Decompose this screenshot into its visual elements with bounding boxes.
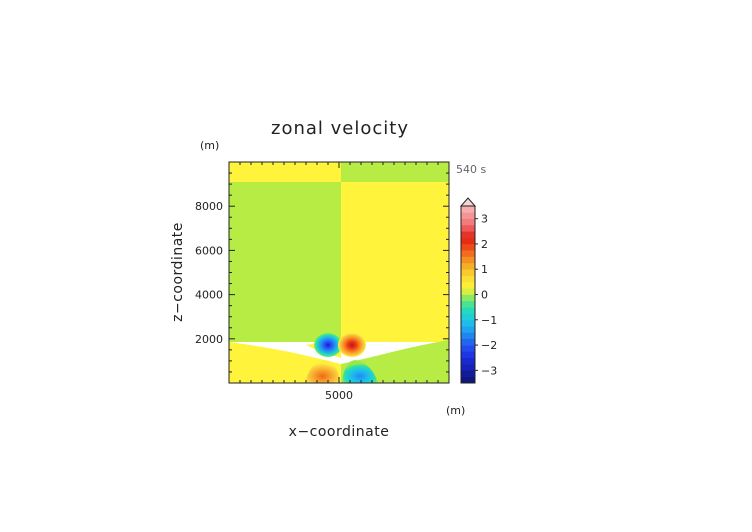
colorbar-tick-label: 1 [481,263,488,276]
colorbar-segment [461,326,475,333]
colorbar-segment [461,218,475,226]
time-label: 540 s [456,163,486,176]
colorbar-segment [461,262,475,270]
colorbar-segment [461,376,475,384]
y-unit-label: (m) [200,139,219,152]
colorbar-tick-label: 0 [481,289,488,302]
colorbar: 3 2 1 0 −1 −2 −3 [459,197,497,384]
region-right-column [341,182,449,342]
colorbar-segment [461,364,475,371]
colorbar-segment [461,224,475,232]
colorbar-segment [461,332,475,340]
positive-vortex [338,333,366,357]
positive-lobe-near-ground [305,360,340,383]
colorbar-segment [461,212,475,219]
colorbar-segment [461,294,475,302]
region-upper-right [341,162,449,182]
colorbar-segment [461,275,475,283]
y-tick-label: 4000 [195,289,223,302]
colorbar-segment [461,319,475,327]
colorbar-segment [461,307,475,314]
y-axis-label: z−coordinate [170,222,186,322]
negative-vortex [314,333,342,357]
colorbar-extend-arrow [459,197,477,207]
colorbar-tick-label: −1 [481,314,497,327]
colorbar-segment [461,313,475,321]
colorbar-segment [461,281,475,289]
colorbar-segment [461,237,475,245]
x-axis-label: x−coordinate [289,424,390,440]
y-tick-label: 6000 [195,244,223,257]
colorbar-segment [461,231,475,238]
colorbar-segment [461,250,475,257]
colorbar-tick-label: 2 [481,238,488,251]
region-upper-left [229,162,341,182]
colorbar-segment [461,345,475,352]
colorbar-segment [461,256,475,264]
colorbar-segment [461,370,475,377]
colorbar-segment [461,338,475,346]
y-tick-label: 2000 [195,333,223,346]
colorbar-tick-label: −2 [481,339,497,352]
colorbar-segment [461,269,475,276]
colorbar-segment [461,300,475,308]
region-left-column [229,182,341,342]
x-unit-label: (m) [446,404,465,417]
colorbar-tick-label: 3 [481,213,488,226]
y-tick-label: 8000 [195,200,223,213]
negative-lobe-near-ground [342,360,378,383]
colorbar-segment [461,351,475,359]
ticks-layer: 2000 4000 6000 8000 5000 [195,162,449,402]
colorbar-segment [461,288,475,295]
colorbar-segment [461,357,475,365]
colorbar-segment [461,243,475,251]
colorbar-tick-label: −3 [481,364,497,377]
colorbar-segment [461,206,475,213]
plot-area [229,162,449,383]
chart-title: zonal velocity [271,118,409,139]
x-tick-label: 5000 [325,389,353,402]
